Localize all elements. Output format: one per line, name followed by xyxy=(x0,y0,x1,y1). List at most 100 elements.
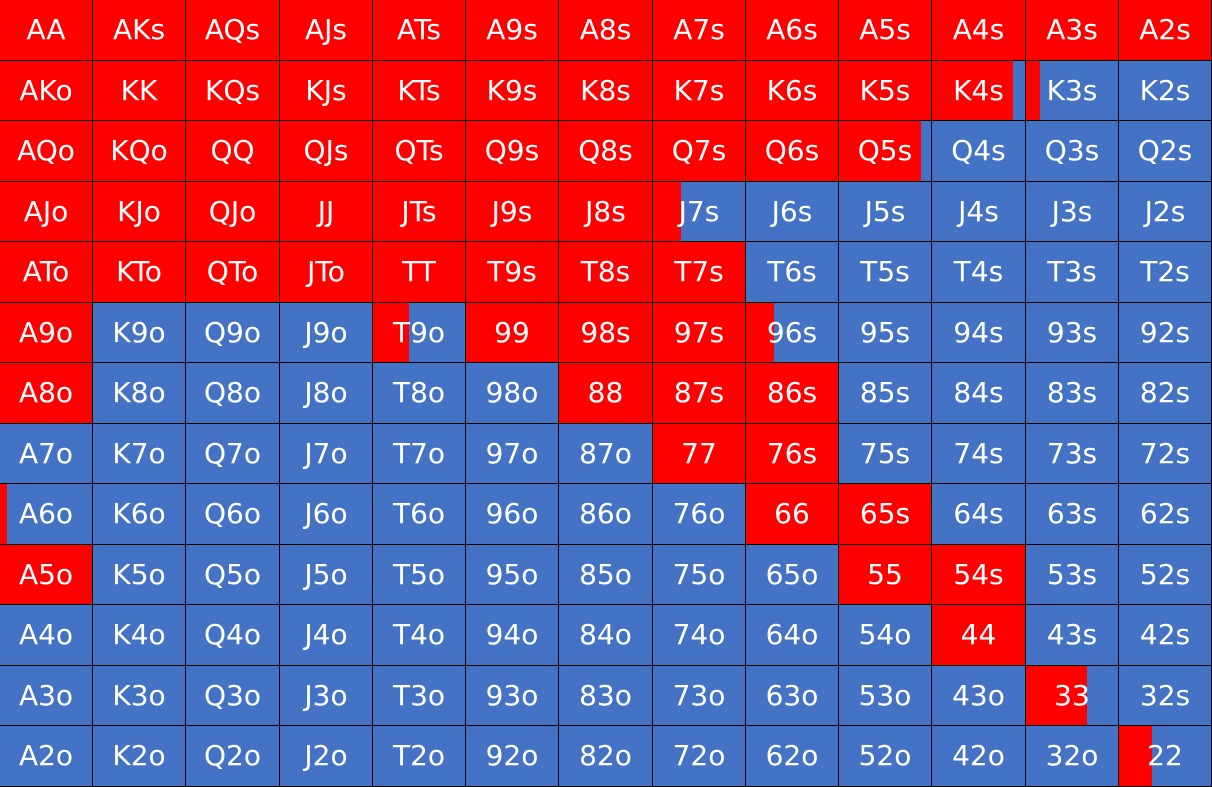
hand-cell[interactable]: 86s xyxy=(746,363,838,423)
hand-cell[interactable]: J2s xyxy=(1119,182,1211,241)
hand-cell[interactable]: T7o xyxy=(373,424,465,483)
hand-cell[interactable]: T3o xyxy=(373,666,465,725)
hand-cell[interactable]: K8o xyxy=(93,363,185,423)
hand-cell[interactable]: KTs xyxy=(373,61,465,120)
hand-cell[interactable]: 76o xyxy=(653,484,745,544)
hand-cell[interactable]: 64o xyxy=(746,605,838,665)
hand-cell[interactable]: 84o xyxy=(559,605,652,665)
hand-cell[interactable]: J9s xyxy=(466,182,558,241)
hand-cell[interactable]: 22 xyxy=(1119,726,1211,786)
hand-cell[interactable]: J8o xyxy=(280,363,372,423)
hand-cell[interactable]: AA xyxy=(0,0,92,60)
hand-cell[interactable]: KJo xyxy=(93,182,185,241)
hand-cell[interactable]: KTo xyxy=(93,242,185,302)
hand-cell[interactable]: Q2s xyxy=(1119,121,1211,181)
hand-cell[interactable]: J9o xyxy=(280,303,372,362)
hand-cell[interactable]: A6o xyxy=(0,484,92,544)
hand-cell[interactable]: 62s xyxy=(1119,484,1211,544)
hand-cell[interactable]: 73o xyxy=(653,666,745,725)
hand-cell[interactable]: AQs xyxy=(186,0,279,60)
hand-cell[interactable]: QJo xyxy=(186,182,279,241)
hand-cell[interactable]: T4o xyxy=(373,605,465,665)
hand-cell[interactable]: Q6o xyxy=(186,484,279,544)
hand-cell[interactable]: AJo xyxy=(0,182,92,241)
hand-cell[interactable]: T2s xyxy=(1119,242,1211,302)
hand-cell[interactable]: 95o xyxy=(466,545,558,604)
hand-cell[interactable]: Q6s xyxy=(746,121,838,181)
hand-cell[interactable]: A5s xyxy=(839,0,931,60)
hand-cell[interactable]: 75o xyxy=(653,545,745,604)
hand-cell[interactable]: T9s xyxy=(466,242,558,302)
hand-cell[interactable]: 52s xyxy=(1119,545,1211,604)
hand-cell[interactable]: 84s xyxy=(932,363,1025,423)
hand-cell[interactable]: 85s xyxy=(839,363,931,423)
hand-cell[interactable]: 86o xyxy=(559,484,652,544)
hand-cell[interactable]: 72s xyxy=(1119,424,1211,483)
hand-cell[interactable]: T8o xyxy=(373,363,465,423)
hand-cell[interactable]: Q8s xyxy=(559,121,652,181)
hand-cell[interactable]: Q7s xyxy=(653,121,745,181)
hand-cell[interactable]: J6s xyxy=(746,182,838,241)
hand-cell[interactable]: 64s xyxy=(932,484,1025,544)
hand-cell[interactable]: T5s xyxy=(839,242,931,302)
hand-cell[interactable]: J7o xyxy=(280,424,372,483)
hand-cell[interactable]: J3o xyxy=(280,666,372,725)
hand-cell[interactable]: K2o xyxy=(93,726,185,786)
hand-cell[interactable]: 52o xyxy=(839,726,931,786)
hand-cell[interactable]: 82s xyxy=(1119,363,1211,423)
hand-cell[interactable]: A3s xyxy=(1026,0,1118,60)
hand-cell[interactable]: T6s xyxy=(746,242,838,302)
hand-cell[interactable]: Q7o xyxy=(186,424,279,483)
hand-cell[interactable]: 53o xyxy=(839,666,931,725)
hand-cell[interactable]: T9o xyxy=(373,303,465,362)
hand-cell[interactable]: 72o xyxy=(653,726,745,786)
hand-cell[interactable]: K3s xyxy=(1026,61,1118,120)
hand-cell[interactable]: 75s xyxy=(839,424,931,483)
hand-cell[interactable]: 44 xyxy=(932,605,1025,665)
hand-cell[interactable]: A2o xyxy=(0,726,92,786)
hand-cell[interactable]: A9o xyxy=(0,303,92,362)
hand-cell[interactable]: 62o xyxy=(746,726,838,786)
hand-cell[interactable]: A5o xyxy=(0,545,92,604)
hand-cell[interactable]: J6o xyxy=(280,484,372,544)
hand-cell[interactable]: 65s xyxy=(839,484,931,544)
hand-cell[interactable]: 94s xyxy=(932,303,1025,362)
hand-cell[interactable]: 53s xyxy=(1026,545,1118,604)
hand-cell[interactable]: 87s xyxy=(653,363,745,423)
hand-cell[interactable]: J2o xyxy=(280,726,372,786)
hand-cell[interactable]: 87o xyxy=(559,424,652,483)
hand-cell[interactable]: J5o xyxy=(280,545,372,604)
hand-cell[interactable]: J4s xyxy=(932,182,1025,241)
hand-cell[interactable]: Q9s xyxy=(466,121,558,181)
hand-cell[interactable]: K9s xyxy=(466,61,558,120)
hand-cell[interactable]: 92o xyxy=(466,726,558,786)
hand-cell[interactable]: 42s xyxy=(1119,605,1211,665)
hand-cell[interactable]: 43o xyxy=(932,666,1025,725)
hand-cell[interactable]: Q5s xyxy=(839,121,931,181)
hand-cell[interactable]: KQo xyxy=(93,121,185,181)
hand-cell[interactable]: 65o xyxy=(746,545,838,604)
hand-cell[interactable]: K6s xyxy=(746,61,838,120)
hand-cell[interactable]: K2s xyxy=(1119,61,1211,120)
hand-cell[interactable]: T8s xyxy=(559,242,652,302)
hand-cell[interactable]: 97s xyxy=(653,303,745,362)
hand-cell[interactable]: 98s xyxy=(559,303,652,362)
hand-cell[interactable]: ATo xyxy=(0,242,92,302)
hand-cell[interactable]: J8s xyxy=(559,182,652,241)
hand-cell[interactable]: T2o xyxy=(373,726,465,786)
hand-cell[interactable]: 66 xyxy=(746,484,838,544)
hand-cell[interactable]: T7s xyxy=(653,242,745,302)
hand-cell[interactable]: J5s xyxy=(839,182,931,241)
hand-cell[interactable]: Q4s xyxy=(932,121,1025,181)
hand-cell[interactable]: K4o xyxy=(93,605,185,665)
hand-cell[interactable]: J4o xyxy=(280,605,372,665)
hand-cell[interactable]: ATs xyxy=(373,0,465,60)
hand-cell[interactable]: AKo xyxy=(0,61,92,120)
hand-cell[interactable]: A6s xyxy=(746,0,838,60)
hand-cell[interactable]: K5o xyxy=(93,545,185,604)
hand-cell[interactable]: 95s xyxy=(839,303,931,362)
hand-cell[interactable]: 92s xyxy=(1119,303,1211,362)
hand-cell[interactable]: A9s xyxy=(466,0,558,60)
hand-cell[interactable]: 55 xyxy=(839,545,931,604)
hand-cell[interactable]: Q5o xyxy=(186,545,279,604)
